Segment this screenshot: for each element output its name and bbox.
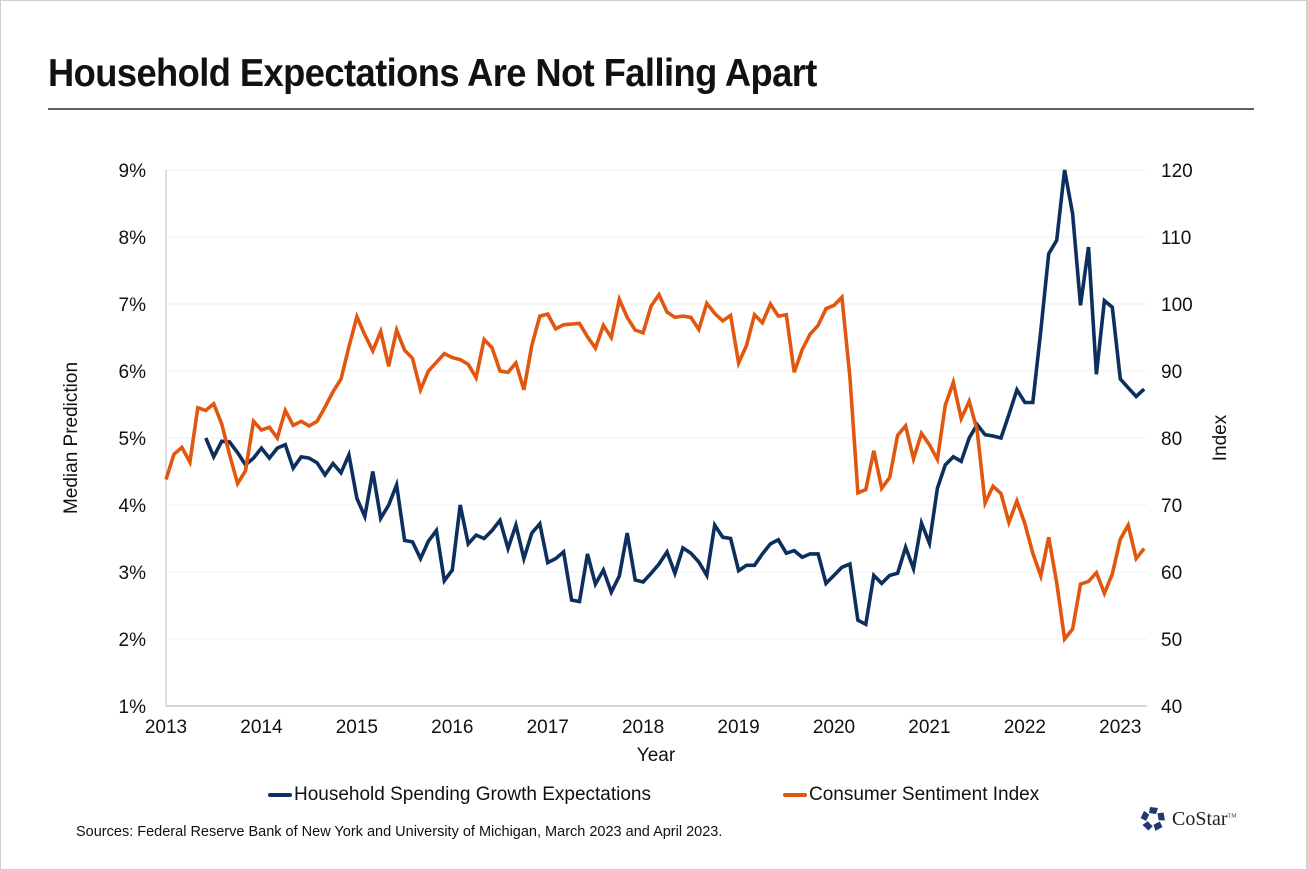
x-tick-label: 2020 bbox=[813, 717, 855, 738]
title-divider bbox=[48, 108, 1254, 110]
y-left-tick-label: 2% bbox=[119, 630, 147, 651]
legend-label-spending: Household Spending Growth Expectations bbox=[294, 784, 652, 805]
x-tick-label: 2023 bbox=[1099, 717, 1141, 738]
gridlines bbox=[166, 169, 1147, 640]
legend-swatch-spending bbox=[268, 793, 292, 797]
logo-name: CoStar bbox=[1172, 807, 1228, 830]
x-tick-label: 2018 bbox=[622, 717, 664, 738]
y-left-tick-label: 8% bbox=[119, 228, 147, 249]
legend-item-spending: Household Spending Growth Expectations bbox=[268, 784, 651, 806]
costar-logo: CoStarTM bbox=[1140, 806, 1237, 832]
y-right-tick-label: 100 bbox=[1161, 295, 1193, 316]
x-tick-label: 2017 bbox=[527, 717, 569, 738]
y-right-tick-label: 70 bbox=[1161, 496, 1182, 517]
x-ticks: 2013 2014 2015 2016 2017 2018 2019 2020 2021 2022… bbox=[145, 717, 1142, 738]
x-tick-label: 2022 bbox=[1004, 717, 1046, 738]
axes bbox=[165, 170, 1147, 707]
series-line-spending bbox=[204, 169, 1146, 628]
y-right-axis-title: Index bbox=[1210, 414, 1231, 461]
costar-wordmark: CoStarTM bbox=[1172, 808, 1237, 831]
logo-trademark: TM bbox=[1227, 812, 1237, 819]
source-note: Sources: Federal Reserve Bank of New Yor… bbox=[76, 824, 723, 840]
x-tick-label: 2015 bbox=[336, 717, 378, 738]
y-left-tick-label: 4% bbox=[119, 496, 147, 517]
x-tick-label: 2019 bbox=[717, 717, 759, 738]
costar-star-icon bbox=[1140, 807, 1166, 831]
y-right-tick-label: 80 bbox=[1161, 429, 1182, 450]
y-right-tick-label: 110 bbox=[1161, 228, 1191, 249]
y-left-ticks: 1% 2% 3% 4% 5% 6% 7% 8% 9% bbox=[119, 161, 147, 718]
chart-title: Household Expectations Are Not Falling A… bbox=[48, 52, 817, 95]
legend-item-sentiment: Consumer Sentiment Index bbox=[783, 784, 1039, 806]
x-tick-label: 2016 bbox=[431, 717, 473, 738]
y-left-tick-label: 1% bbox=[119, 697, 147, 718]
series-line-sentiment bbox=[164, 290, 1146, 644]
x-tick-label: 2013 bbox=[145, 717, 187, 738]
y-right-tick-label: 50 bbox=[1161, 630, 1182, 651]
y-left-axis-title: Median Prediction bbox=[61, 362, 82, 514]
y-left-tick-label: 7% bbox=[119, 295, 147, 316]
x-tick-label: 2014 bbox=[240, 717, 283, 738]
y-left-tick-label: 9% bbox=[119, 161, 147, 182]
y-right-tick-label: 60 bbox=[1161, 563, 1182, 584]
x-tick-label: 2021 bbox=[908, 717, 950, 738]
x-axis-title: Year bbox=[637, 745, 676, 766]
legend-swatch-sentiment bbox=[783, 793, 807, 797]
y-right-tick-label: 40 bbox=[1161, 697, 1182, 718]
y-right-ticks: 40 50 60 70 80 90 100 110 120 bbox=[1161, 161, 1193, 718]
y-left-tick-label: 5% bbox=[119, 429, 147, 450]
y-right-tick-label: 90 bbox=[1161, 362, 1182, 383]
y-left-tick-label: 6% bbox=[119, 362, 147, 383]
legend-label-sentiment: Consumer Sentiment Index bbox=[809, 784, 1040, 805]
y-left-tick-label: 3% bbox=[119, 563, 147, 584]
y-right-tick-label: 120 bbox=[1161, 161, 1193, 182]
series-lines bbox=[164, 169, 1146, 644]
